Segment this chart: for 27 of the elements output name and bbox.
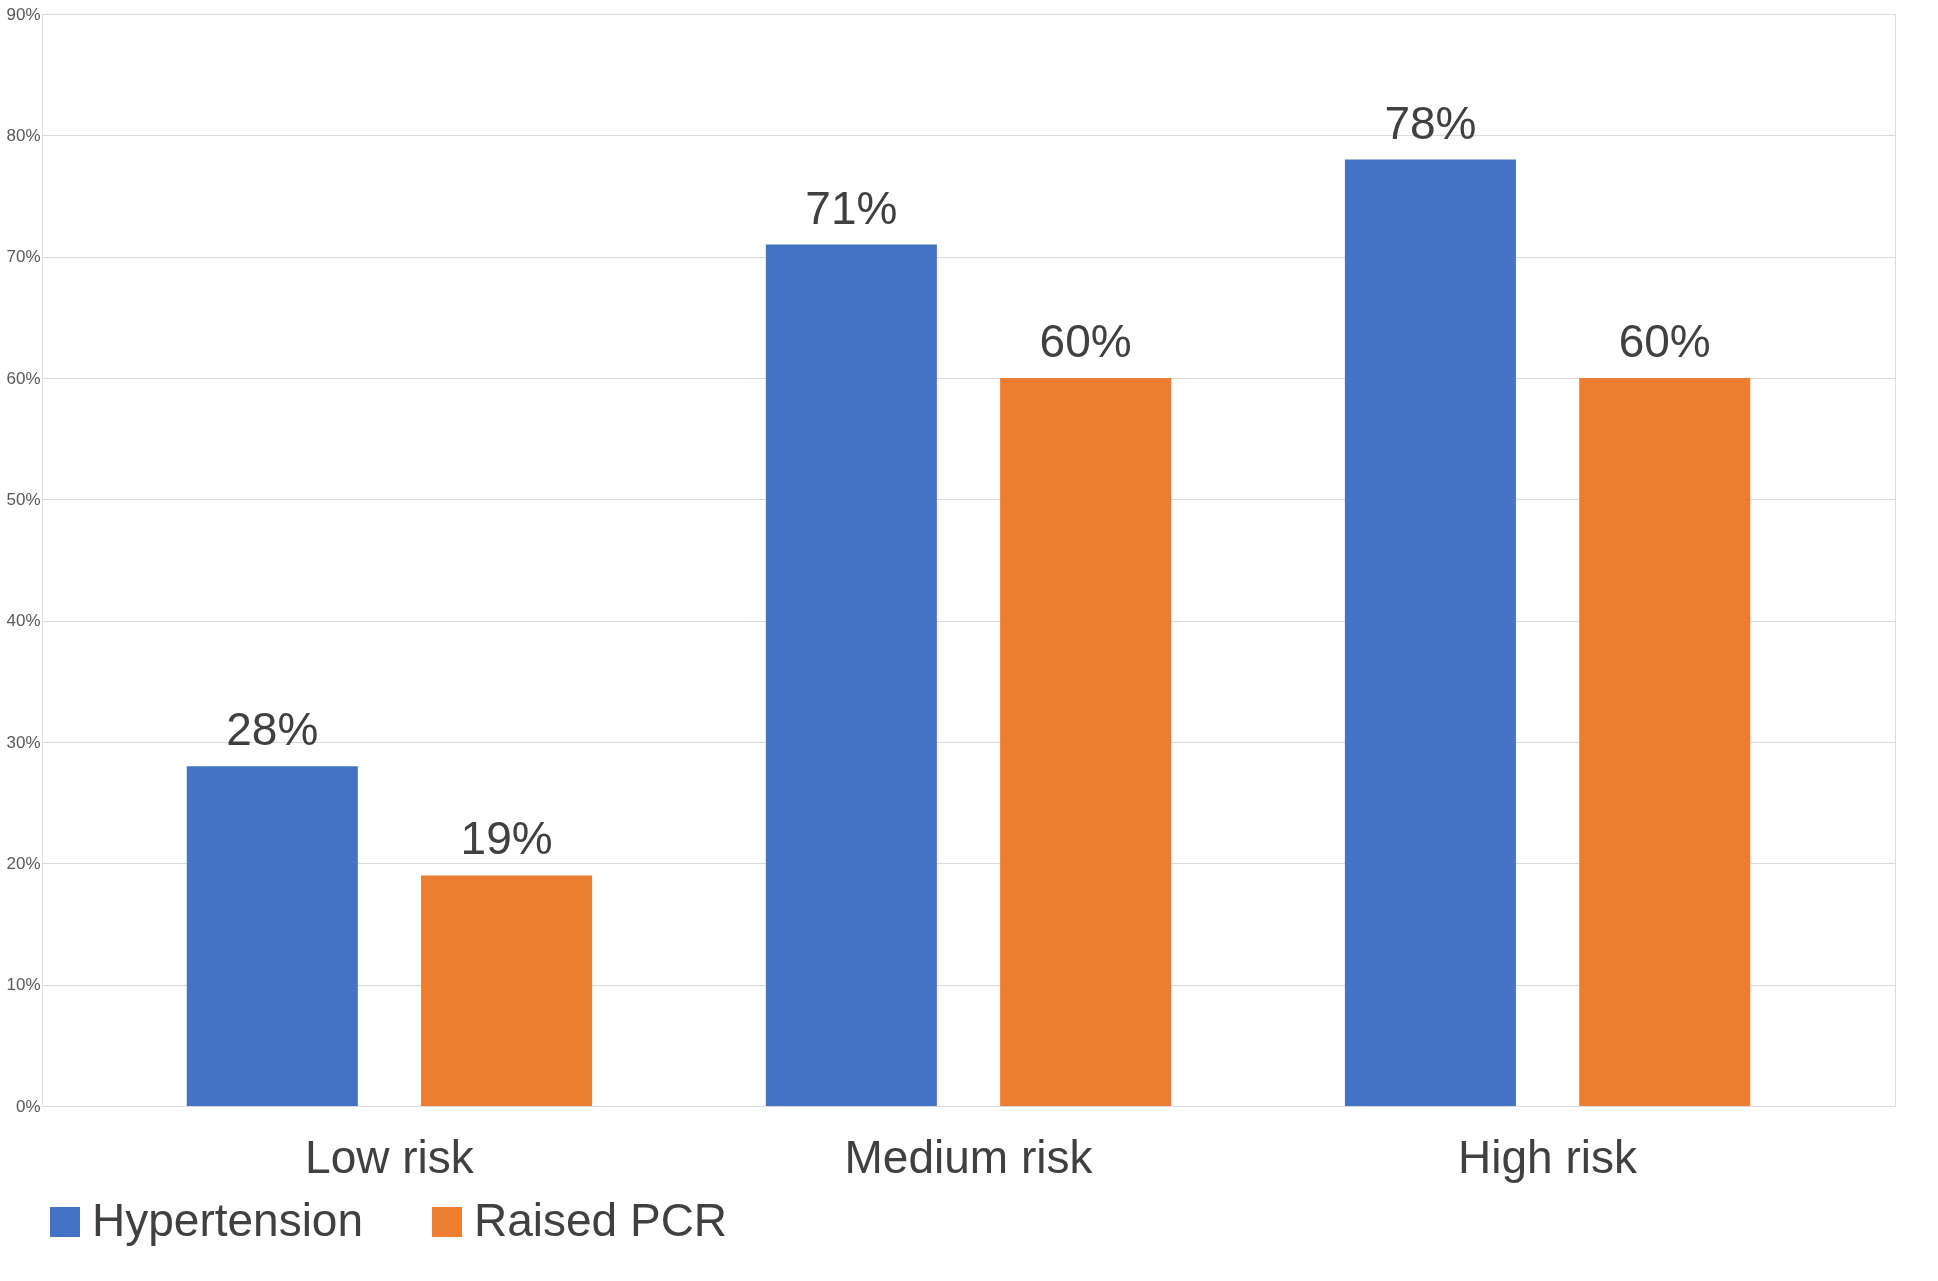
bar <box>186 766 358 1106</box>
bar <box>1344 159 1516 1106</box>
bar <box>765 244 937 1106</box>
x-tick-label: High risk <box>1458 1130 1639 1183</box>
y-tick-label: 80% <box>6 125 41 145</box>
y-tick-label: 20% <box>6 853 41 873</box>
x-tick-label: Low risk <box>305 1130 475 1183</box>
data-label: 60% <box>1618 315 1711 367</box>
y-tick-label: 70% <box>6 247 41 267</box>
y-tick-label: 90% <box>6 4 41 24</box>
x-tick-label: Medium risk <box>844 1130 1094 1183</box>
data-label: 78% <box>1384 96 1477 149</box>
y-tick-label: 60% <box>6 368 41 388</box>
y-tick-label: 10% <box>6 975 41 995</box>
y-tick-label: 40% <box>6 611 41 631</box>
legend-label: Hypertension <box>92 1194 364 1246</box>
bar <box>421 875 593 1106</box>
y-tick-label: 50% <box>6 489 41 509</box>
data-label: 19% <box>460 812 553 865</box>
y-tick-label: 0% <box>15 1096 41 1116</box>
bar <box>1579 378 1751 1106</box>
data-label: 71% <box>805 181 898 234</box>
data-label: 60% <box>1039 315 1132 367</box>
bar <box>1000 378 1172 1106</box>
data-label: 28% <box>226 703 319 756</box>
legend-label: Raised PCR <box>474 1194 728 1246</box>
y-tick-label: 30% <box>6 732 41 752</box>
